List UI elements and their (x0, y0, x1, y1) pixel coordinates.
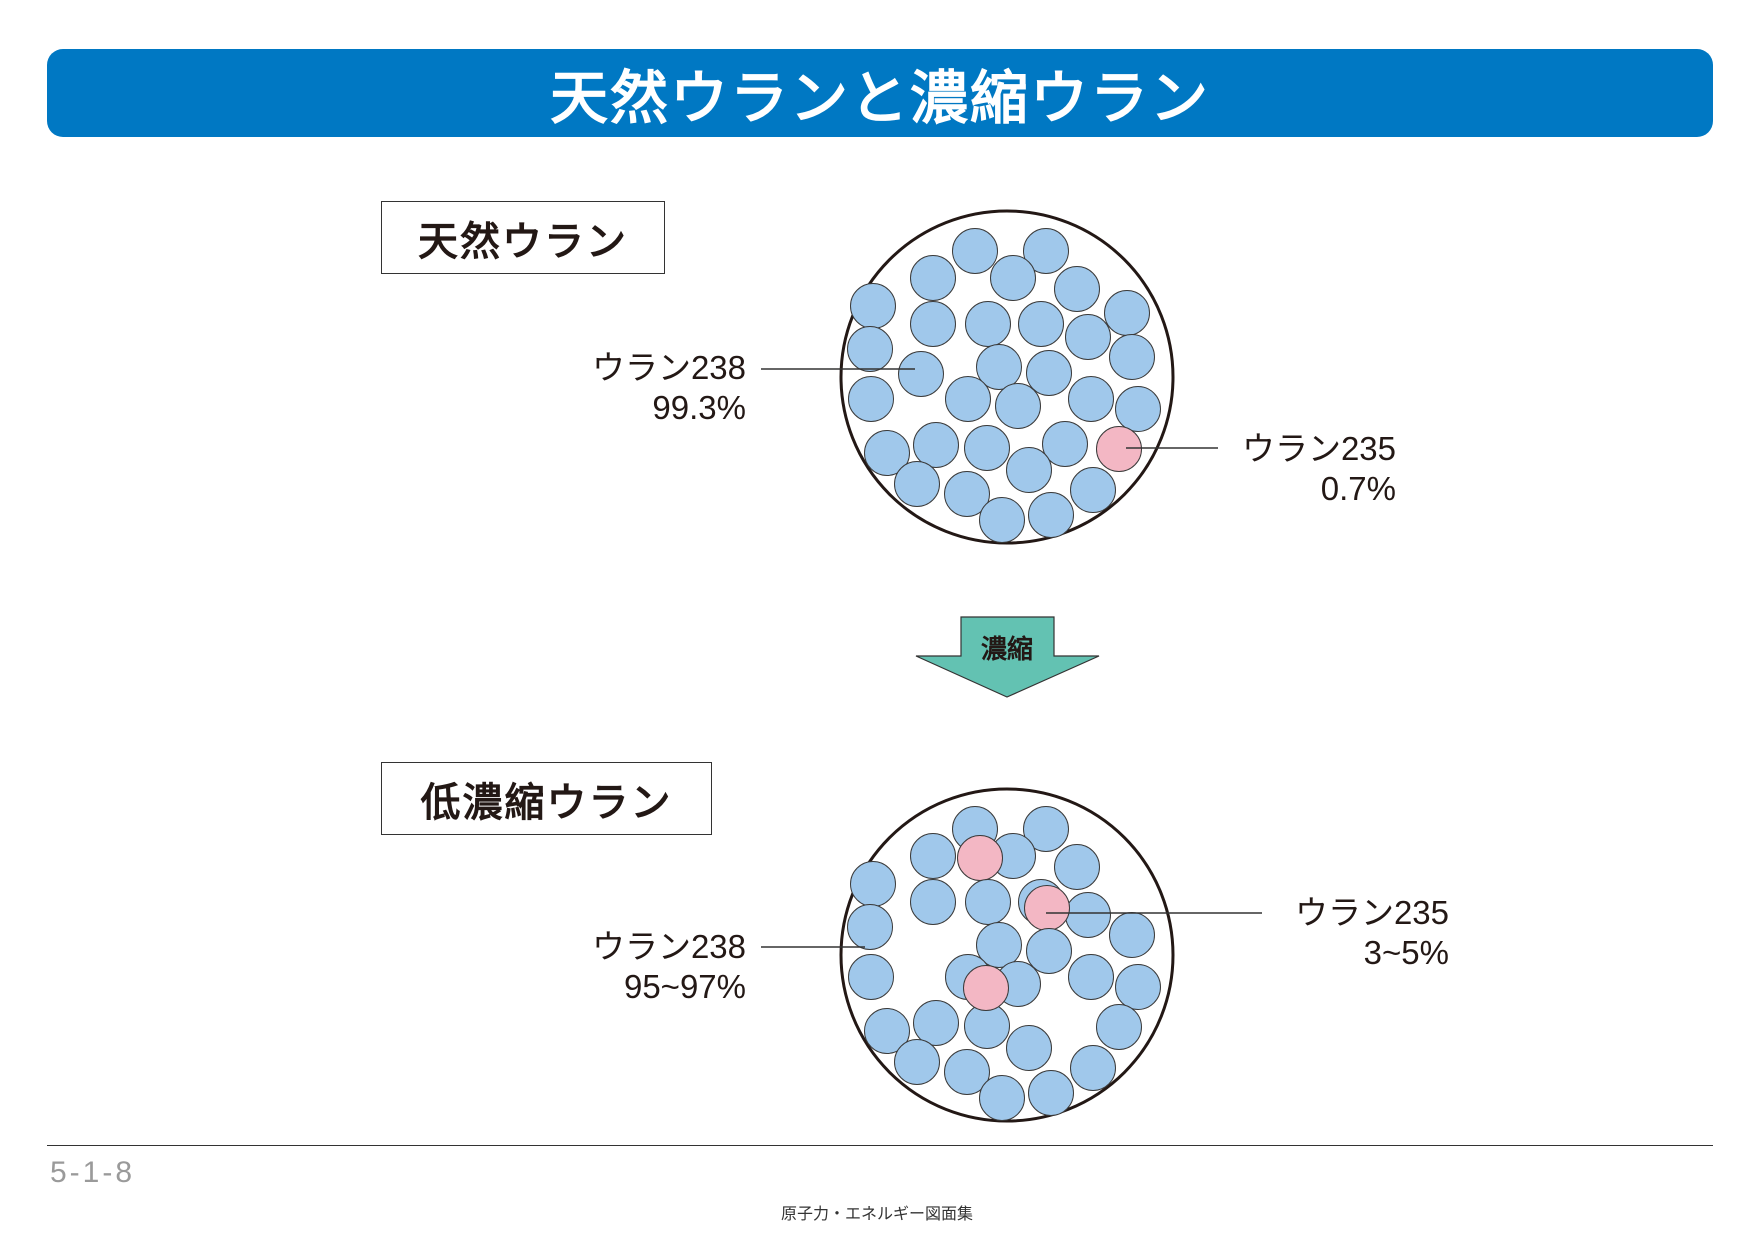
enriched-u238-callout: ウラン238 95~97% (520, 927, 746, 1007)
u235-atom (963, 965, 1009, 1011)
u238-atom (1068, 954, 1114, 1000)
u238-atom (965, 301, 1011, 347)
enrichment-arrow: 濃縮 (915, 616, 1100, 698)
u235-atom (1096, 426, 1142, 472)
u238-atom (1109, 912, 1155, 958)
page-title: 天然ウランと濃縮ウラン (549, 64, 1210, 132)
u238-atom (979, 1075, 1025, 1121)
u238-atom (1054, 266, 1100, 312)
enriched-u235-percent: 3~5% (1363, 934, 1449, 971)
u238-atom (1065, 314, 1111, 360)
u238-atom (976, 344, 1022, 390)
u238-atom (1070, 467, 1116, 513)
u238-atom (1026, 928, 1072, 974)
u238-atom (965, 879, 1011, 925)
u238-atom (1006, 447, 1052, 493)
arrow-label: 濃縮 (981, 634, 1033, 665)
u238-atom (1115, 964, 1161, 1010)
u238-atom (1042, 421, 1088, 467)
u238-atom (847, 904, 893, 950)
u238-atom (910, 879, 956, 925)
u238-atom (894, 461, 940, 507)
footer-divider (47, 1145, 1713, 1146)
enriched-u235-name: ウラン235 (1294, 894, 1449, 931)
u238-atom (910, 255, 956, 301)
u238-atom (910, 833, 956, 879)
u238-atom (1023, 228, 1069, 274)
u238-atom (847, 326, 893, 372)
u238-atom (850, 283, 896, 329)
u238-atom (910, 301, 956, 347)
u238-atom (850, 861, 896, 907)
natural-u235-callout: ウラン235 0.7% (1170, 429, 1396, 509)
natural-u235-percent: 0.7% (1320, 470, 1396, 507)
u238-atom (1068, 376, 1114, 422)
u238-atom (913, 1000, 959, 1046)
u238-atom (944, 471, 990, 517)
u235-atom (957, 835, 1003, 881)
u238-atom (898, 351, 944, 397)
natural-uranium-label: 天然ウラン (381, 201, 665, 274)
u238-atom (864, 1008, 910, 1054)
u238-atom (1028, 492, 1074, 538)
source-caption: 原子力・エネルギー図面集 (780, 1204, 973, 1223)
enriched-u235-callout: ウラン235 3~5% (1223, 893, 1449, 973)
u238-atom (952, 228, 998, 274)
u238-atom (1006, 1025, 1052, 1071)
u238-atom (1023, 806, 1069, 852)
natural-u238-name: ウラン238 (591, 349, 746, 386)
enriched-u238-name: ウラン238 (591, 928, 746, 965)
natural-u238-callout: ウラン238 99.3% (520, 348, 746, 428)
u238-atom (944, 1049, 990, 1095)
u238-atom (1018, 301, 1064, 347)
low-enriched-uranium-label: 低濃縮ウラン (381, 762, 712, 835)
u238-atom (976, 922, 1022, 968)
u238-atom (894, 1039, 940, 1085)
u238-atom (995, 383, 1041, 429)
u238-atom (913, 422, 959, 468)
u238-atom (990, 255, 1036, 301)
u238-atom (1028, 1070, 1074, 1116)
natural-u238-percent: 99.3% (652, 389, 746, 426)
u238-atom (1115, 386, 1161, 432)
enriched-u238-percent: 95~97% (623, 968, 746, 1005)
u238-atom (864, 430, 910, 476)
u238-atom (979, 497, 1025, 543)
u238-atom (1065, 892, 1111, 938)
u235-atom (1024, 885, 1070, 931)
u238-atom (964, 425, 1010, 471)
u238-atom (848, 954, 894, 1000)
page-number: 5-1-8 (50, 1156, 136, 1189)
u238-atom (1054, 844, 1100, 890)
title-banner: 天然ウランと濃縮ウラン (47, 49, 1713, 137)
u238-atom (848, 376, 894, 422)
natural-u235-name: ウラン235 (1241, 430, 1396, 467)
natural-uranium-circle (839, 209, 1175, 545)
u238-atom (1104, 290, 1150, 336)
u238-atom (945, 376, 991, 422)
u238-atom (1070, 1045, 1116, 1091)
enriched-uranium-circle (839, 787, 1175, 1123)
arrow-shape (915, 616, 1100, 698)
u238-atom (1096, 1004, 1142, 1050)
u238-atom (1109, 334, 1155, 380)
u238-atom (1026, 350, 1072, 396)
